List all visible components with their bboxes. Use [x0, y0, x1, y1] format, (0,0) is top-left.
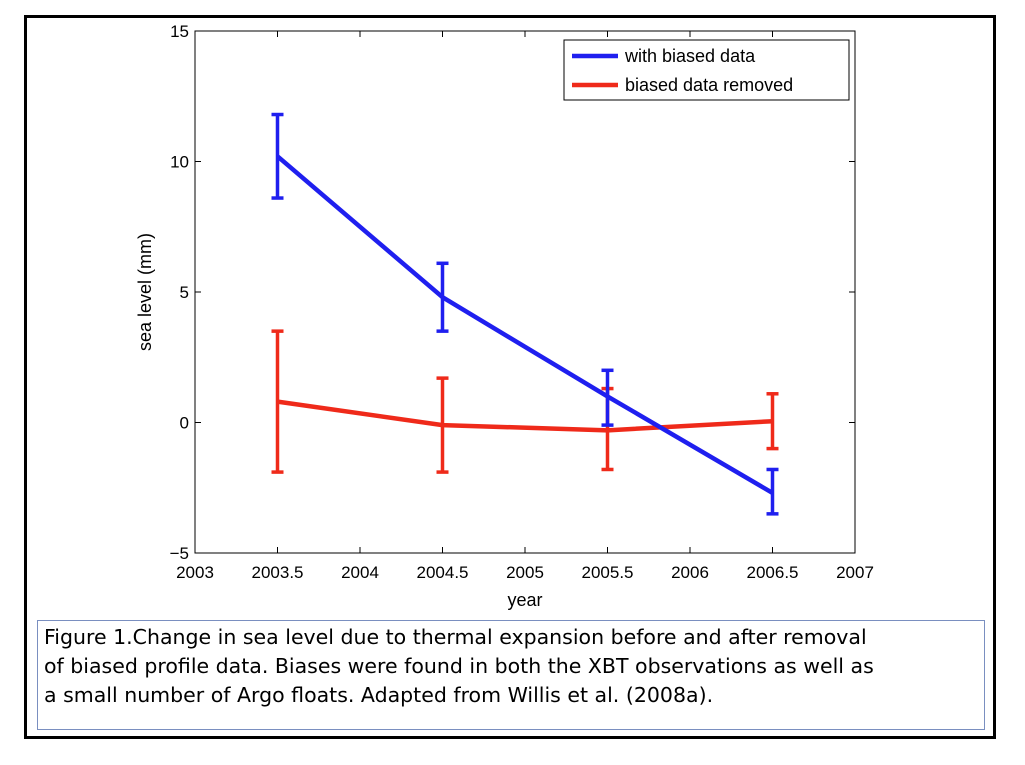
series-2	[271, 329, 779, 474]
y-tick-label: 0	[180, 414, 189, 433]
x-tick-label: 2006	[671, 563, 709, 582]
y-axis-label: sea level (mm)	[135, 233, 155, 351]
y-axis-ticks: −5 0 5 10 15	[170, 22, 855, 563]
y-tick-label: −5	[170, 544, 189, 563]
y-tick-label: 5	[180, 283, 189, 302]
x-tick-label: 2004.5	[417, 563, 469, 582]
series-line	[277, 399, 773, 433]
y-tick-label: 15	[170, 22, 189, 41]
series-layer	[271, 112, 779, 516]
x-tick-label: 2005.5	[582, 563, 634, 582]
x-tick-label: 2004	[341, 563, 379, 582]
legend-label: biased data removed	[625, 75, 793, 95]
x-tick-label: 2005	[506, 563, 544, 582]
figure-caption: Figure 1.Change in sea level due to ther…	[37, 620, 985, 730]
caption-line-3: a small number of Argo floats. Adapted f…	[44, 683, 714, 707]
x-tick-label: 2003	[176, 563, 214, 582]
legend: with biased data biased data removed	[563, 39, 850, 101]
series-1	[271, 112, 779, 516]
x-axis-ticks: 2003 2003.5 2004 2004.5 2005 2005.5 2006 2006.5…	[176, 31, 874, 582]
x-tick-label: 2003.5	[252, 563, 304, 582]
caption-line-1: Figure 1.Change in sea level due to ther…	[44, 625, 867, 649]
y-tick-label: 10	[170, 153, 189, 172]
plot-area	[194, 30, 856, 554]
x-tick-label: 2007	[836, 563, 874, 582]
x-axis-label: year	[507, 590, 542, 610]
caption-line-2: of biased profile data. Biases were foun…	[44, 654, 874, 678]
legend-label: with biased data	[624, 46, 756, 66]
sea-level-chart: 2003 2003.5 2004 2004.5 2005 2005.5 2006 2006.5…	[135, 22, 874, 610]
series-line	[276, 154, 774, 495]
x-tick-label: 2006.5	[747, 563, 799, 582]
legend-box	[563, 39, 850, 101]
